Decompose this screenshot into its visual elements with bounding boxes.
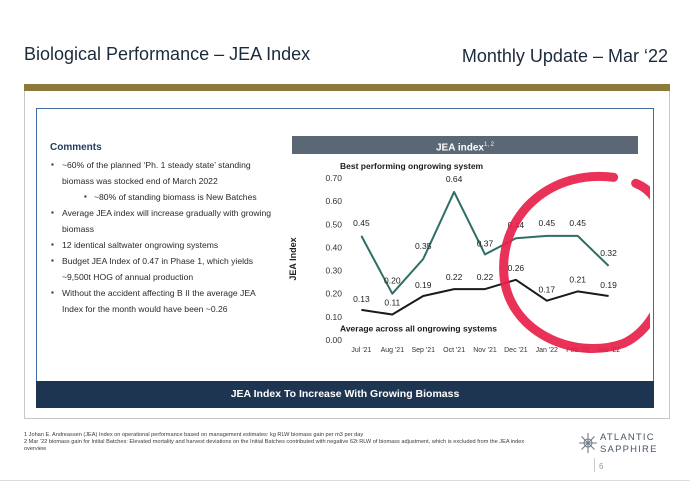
logo-text-line-2: SAPPHIRE [600,444,658,455]
comments-title: Comments [50,142,102,153]
y-axis-label: JEA Index [288,237,298,280]
y-tick-label: 0.40 [325,242,342,252]
chart-header-label: JEA index [436,142,484,154]
chart-header-footnote-ref: 1, 2 [483,142,494,148]
y-tick-label: 0.20 [325,289,342,299]
data-label: 0.13 [353,294,370,304]
data-label: 0.19 [415,280,432,290]
x-tick-label: Sep '21 [411,347,435,354]
data-label: 0.20 [384,276,401,286]
comments-list: ~60% of the planned ‘Ph. 1 steady state’… [50,157,278,317]
conclusion-banner: JEA Index To Increase With Growing Bioma… [36,381,654,408]
data-label: 0.37 [477,238,494,248]
y-tick-label: 0.60 [325,196,342,206]
red-annotation-circle [499,171,650,353]
y-tick-label: 0.30 [325,266,342,276]
data-label: 0.26 [508,263,525,273]
x-tick-label: Nov '21 [473,347,497,354]
x-tick-label: Aug '21 [381,347,405,354]
comment-item: ~60% of the planned ‘Ph. 1 steady state’… [50,157,278,189]
content-frame [24,91,670,419]
data-label: 0.64 [446,174,463,184]
x-tick-label: Jan '22 [536,347,558,354]
series-caption-best: Best performing ongrowing system [340,161,484,171]
series-caption-average: Average across all ongrowing systems [340,323,497,333]
data-label: 0.35 [415,241,432,251]
monthly-update-label: Monthly Update – Mar ‘22 [461,46,668,66]
page-title: Biological Performance – JEA Index [24,44,311,64]
gold-divider [24,84,670,91]
data-label: 0.21 [569,274,586,284]
data-label: 0.45 [539,218,556,228]
comments-section: Comments ~60% of the planned ‘Ph. 1 stea… [50,140,278,317]
page-rule [594,458,595,472]
comment-item: 12 identical saltwater ongrowing systems [50,237,278,253]
data-label: 0.17 [539,285,556,295]
data-label: 0.22 [446,272,463,282]
x-tick-label: Jul '21 [351,347,371,354]
footnotes: 1 Johan E. Andreassen (JEA) Index on ope… [24,432,544,453]
series-line-best [360,190,610,295]
y-tick-label: 0.50 [325,219,342,229]
data-label: 0.32 [600,248,617,258]
comment-sub-item: ~80% of standing biomass is New Batches [50,189,278,205]
jea-index-chart: 0.00 0.10 0.20 0.30 0.40 0.50 0.60 0.70 JEA Inde… [288,161,650,354]
logo-text: ATLANTIC SAPPHIRE [600,432,658,456]
page-number: 6 [599,462,604,471]
company-logo: ATLANTIC SAPPHIRE [578,430,674,464]
comment-item: Average JEA index will increase graduall… [50,205,278,237]
footnote-2: 2 Mar ’22 biomass gain for Initial Batch… [24,439,525,452]
x-tick-label: Oct '21 [443,347,465,354]
data-label: 0.19 [600,280,617,290]
y-tick-label: 0.70 [325,173,342,183]
bottom-rule [0,480,690,481]
data-label: 0.45 [569,218,586,228]
comment-item: Budget JEA Index of 0.47 in Phase 1, whi… [50,253,278,285]
chart-header: JEA index1, 2 [292,136,638,154]
x-tick-label: Dec '21 [504,347,528,354]
comment-item: Without the accident affecting B II the … [50,285,278,317]
data-label: 0.22 [477,272,494,282]
logo-text-line-1: ATLANTIC [600,432,655,443]
y-tick-label: 0.10 [325,312,342,322]
data-label: 0.11 [384,298,400,308]
logo-mark-icon [579,433,597,453]
series-line-average [361,278,609,316]
footnote-1: 1 Johan E. Andreassen (JEA) Index on ope… [24,432,364,438]
data-label: 0.45 [353,218,370,228]
y-tick-label: 0.00 [325,335,342,345]
